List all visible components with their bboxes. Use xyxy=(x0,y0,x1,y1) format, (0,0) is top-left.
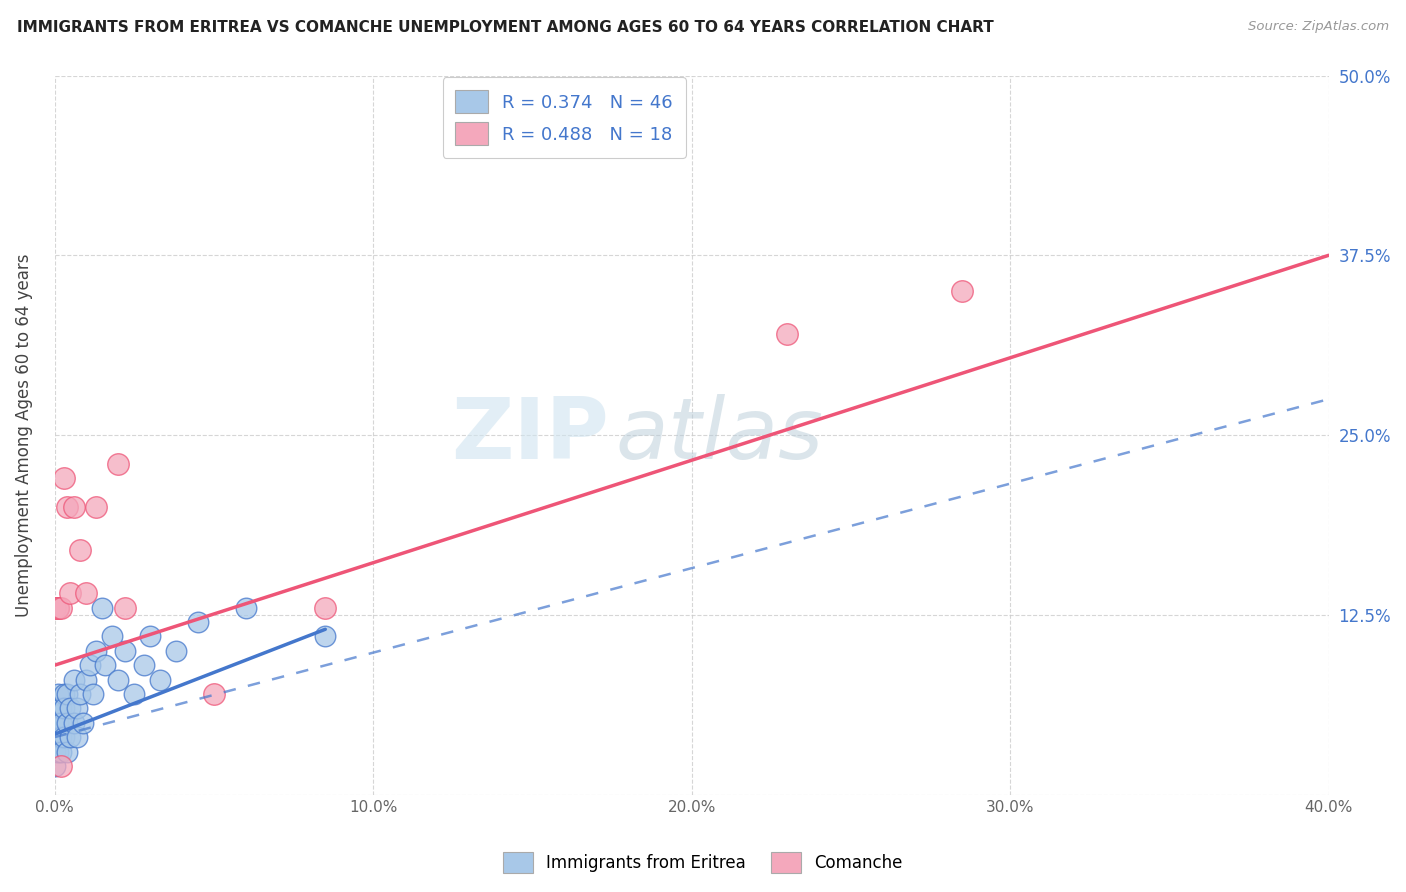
Legend: R = 0.374   N = 46, R = 0.488   N = 18: R = 0.374 N = 46, R = 0.488 N = 18 xyxy=(443,78,686,158)
Point xyxy=(56,687,79,701)
Legend: Immigrants from Eritrea, Comanche: Immigrants from Eritrea, Comanche xyxy=(496,846,910,880)
Text: Source: ZipAtlas.com: Source: ZipAtlas.com xyxy=(1249,20,1389,33)
Point xyxy=(49,745,72,759)
Point xyxy=(53,687,76,701)
Point xyxy=(82,687,104,701)
Text: IMMIGRANTS FROM ERITREA VS COMANCHE UNEMPLOYMENT AMONG AGES 60 TO 64 YEARS CORRE: IMMIGRANTS FROM ERITREA VS COMANCHE UNEM… xyxy=(17,20,994,35)
Point xyxy=(75,673,97,687)
Point xyxy=(59,730,82,744)
Point xyxy=(66,730,89,744)
Point xyxy=(59,586,82,600)
Point xyxy=(66,701,89,715)
Point xyxy=(53,730,76,744)
Point xyxy=(314,600,336,615)
Point xyxy=(165,644,187,658)
Point xyxy=(53,701,76,715)
Point xyxy=(101,630,124,644)
Point xyxy=(46,715,69,730)
Point xyxy=(53,471,76,485)
Point xyxy=(49,600,72,615)
Point xyxy=(107,673,129,687)
Point xyxy=(62,715,84,730)
Point xyxy=(149,673,172,687)
Point xyxy=(46,687,69,701)
Point xyxy=(235,600,257,615)
Point xyxy=(107,457,129,471)
Point xyxy=(56,745,79,759)
Point xyxy=(139,630,162,644)
Point xyxy=(94,658,117,673)
Point xyxy=(44,715,66,730)
Point xyxy=(314,630,336,644)
Point xyxy=(776,327,799,342)
Point xyxy=(56,715,79,730)
Point xyxy=(69,543,91,558)
Point xyxy=(72,715,94,730)
Point xyxy=(950,285,973,299)
Point xyxy=(49,759,72,773)
Point xyxy=(49,715,72,730)
Point xyxy=(49,730,72,744)
Point xyxy=(59,701,82,715)
Point xyxy=(46,701,69,715)
Point xyxy=(56,500,79,514)
Y-axis label: Unemployment Among Ages 60 to 64 years: Unemployment Among Ages 60 to 64 years xyxy=(15,253,32,617)
Point xyxy=(46,600,69,615)
Point xyxy=(46,730,69,744)
Point xyxy=(46,745,69,759)
Point xyxy=(69,687,91,701)
Text: ZIP: ZIP xyxy=(451,393,609,476)
Point xyxy=(44,600,66,615)
Point xyxy=(84,644,107,658)
Text: atlas: atlas xyxy=(616,393,823,476)
Point xyxy=(91,600,114,615)
Point xyxy=(46,715,69,730)
Point xyxy=(114,600,136,615)
Point xyxy=(62,673,84,687)
Point xyxy=(84,500,107,514)
Point xyxy=(187,615,209,629)
Point xyxy=(75,586,97,600)
Point xyxy=(202,687,225,701)
Point xyxy=(79,658,101,673)
Point xyxy=(44,745,66,759)
Point xyxy=(44,759,66,773)
Point xyxy=(44,730,66,744)
Point xyxy=(122,687,145,701)
Point xyxy=(46,600,69,615)
Point xyxy=(114,644,136,658)
Point xyxy=(49,701,72,715)
Point xyxy=(132,658,155,673)
Point xyxy=(44,701,66,715)
Point xyxy=(62,500,84,514)
